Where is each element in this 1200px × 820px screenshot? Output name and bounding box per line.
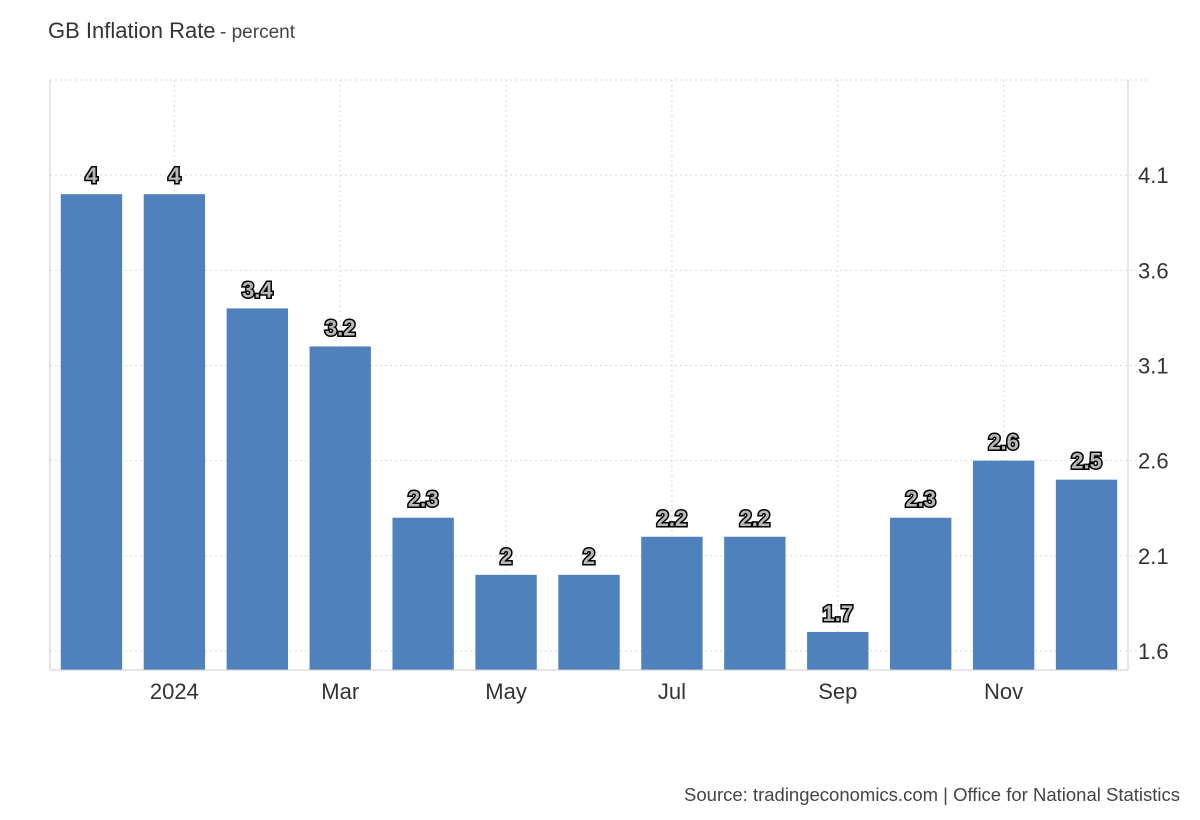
bar	[226, 308, 288, 670]
chart-title: GB Inflation Rate - percent	[48, 18, 295, 44]
bar	[558, 574, 620, 670]
data-label: 2.6	[988, 430, 1019, 455]
data-label: 2.3	[905, 487, 936, 512]
bar	[807, 631, 869, 670]
data-label: 2	[500, 544, 512, 569]
x-tick-label: Nov	[984, 679, 1023, 704]
x-tick-label: Jul	[658, 679, 686, 704]
data-label: 2	[583, 544, 595, 569]
chart-title-main: GB Inflation Rate	[48, 18, 216, 43]
data-label: 4	[85, 163, 98, 188]
x-tick-label: May	[485, 679, 527, 704]
y-tick-label: 3.1	[1138, 353, 1169, 378]
x-tick-label: Sep	[818, 679, 857, 704]
y-tick-label: 2.1	[1138, 544, 1169, 569]
data-label: 3.2	[325, 315, 356, 340]
bar	[641, 536, 703, 670]
x-tick-label: Mar	[321, 679, 359, 704]
bar	[724, 536, 786, 670]
y-tick-label: 3.6	[1138, 258, 1169, 283]
bar-chart: 4 4 3.4 3.2 2.3 2 2 2.2 2.2 1.7 2.3 2.6 2.5 1.6 2.1 2.6…	[49, 79, 1169, 704]
y-tick-label: 2.6	[1138, 449, 1169, 474]
y-tick-label: 1.6	[1138, 639, 1169, 664]
bar	[392, 517, 454, 670]
bar	[475, 574, 537, 670]
bar	[60, 194, 123, 670]
bar	[309, 346, 371, 670]
bar	[143, 194, 206, 670]
bar	[1055, 479, 1118, 670]
data-label: 2.2	[740, 506, 771, 531]
data-label: 4	[168, 163, 181, 188]
data-label: 3.4	[242, 277, 273, 302]
data-label: 2.3	[408, 487, 439, 512]
data-label: 2.5	[1071, 449, 1102, 474]
bar	[972, 460, 1035, 670]
y-tick-label: 4.1	[1138, 163, 1169, 188]
x-tick-label: 2024	[150, 679, 199, 704]
chart-title-unit: - percent	[220, 22, 295, 43]
bar	[890, 517, 952, 670]
source-note: Source: tradingeconomics.com | Office fo…	[684, 784, 1180, 805]
data-label: 1.7	[822, 601, 853, 626]
data-label: 2.2	[657, 506, 688, 531]
